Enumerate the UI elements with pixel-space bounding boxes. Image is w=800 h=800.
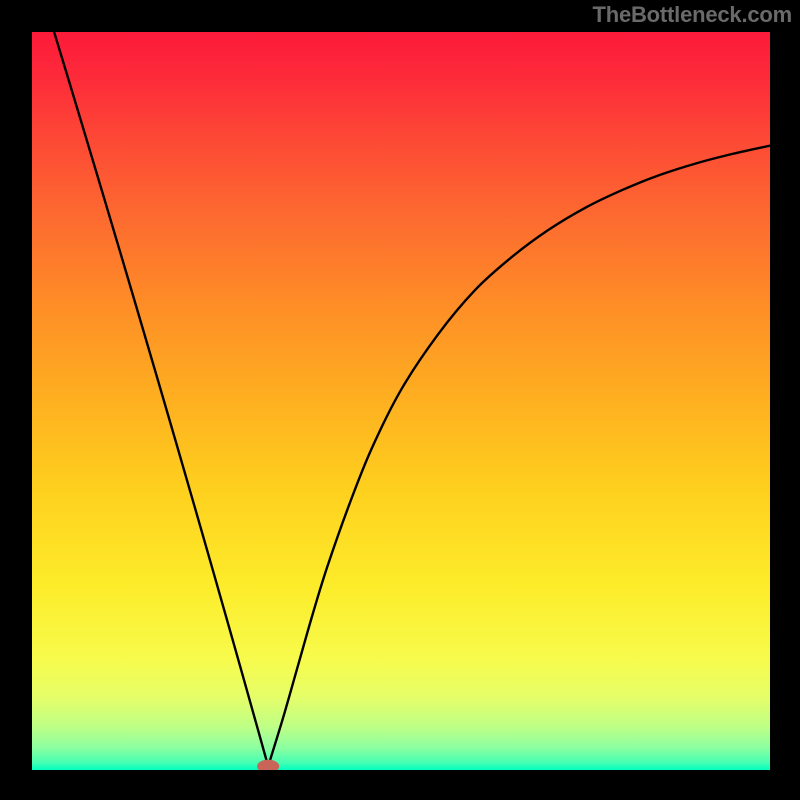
curve-layer	[32, 32, 770, 770]
bottleneck-curve	[54, 32, 770, 766]
minimum-marker	[257, 760, 279, 770]
gradient-background	[32, 32, 770, 770]
plot-area	[32, 32, 770, 770]
watermark-text: TheBottleneck.com	[592, 2, 792, 28]
chart-root: TheBottleneck.com	[0, 0, 800, 800]
